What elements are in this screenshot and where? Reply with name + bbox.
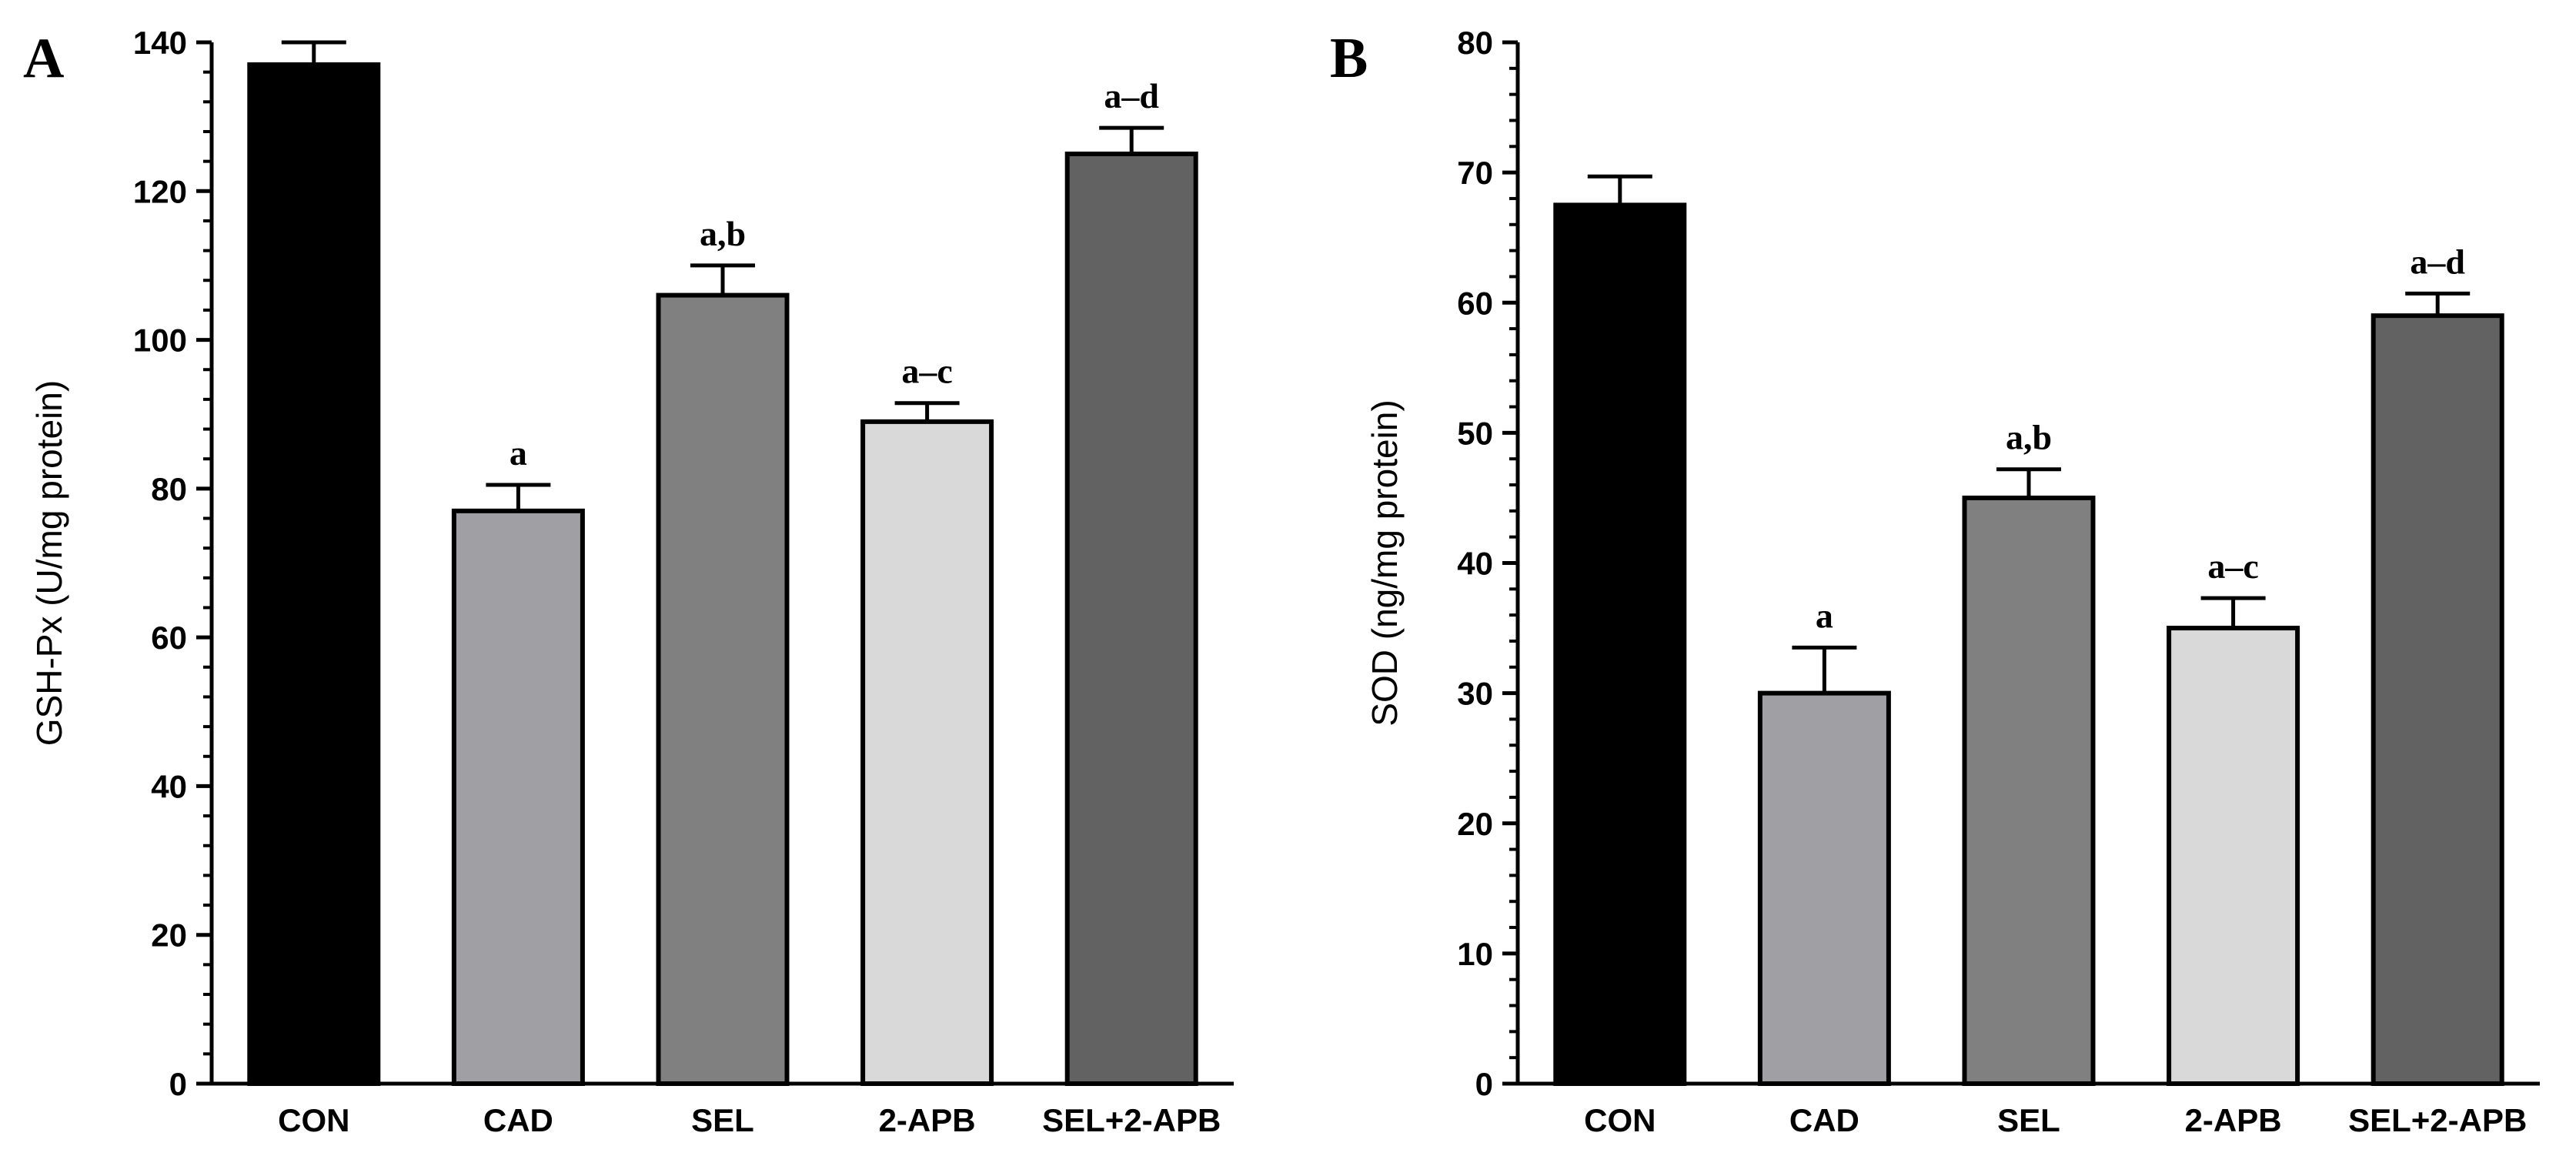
bar-sel xyxy=(656,292,790,1087)
bar-2-apb xyxy=(2167,626,2300,1086)
panel-letter: B xyxy=(1330,27,1368,90)
x-category-label: CON xyxy=(278,1102,349,1138)
bar-con xyxy=(1553,202,1687,1086)
bar-sel-2-apb xyxy=(2371,313,2504,1087)
x-category-label: CON xyxy=(1584,1102,1656,1138)
bar-con xyxy=(247,62,381,1087)
x-category-label: SEL+2-APB xyxy=(1042,1102,1221,1138)
bar-2-apb xyxy=(860,419,994,1086)
y-tick-label: 60 xyxy=(1457,285,1493,321)
x-category-label: 2-APB xyxy=(2185,1102,2282,1138)
y-tick-label: 100 xyxy=(133,322,187,359)
y-tick-label: 80 xyxy=(1457,25,1493,61)
y-tick-label: 10 xyxy=(1457,936,1493,972)
y-tick-label: 70 xyxy=(1457,155,1493,191)
x-category-label: SEL xyxy=(691,1102,754,1138)
significance-label: a–d xyxy=(2410,242,2465,281)
significance-label: a–d xyxy=(1104,76,1159,115)
significance-label: a–c xyxy=(901,352,952,391)
bar-sel-2-apb xyxy=(1064,151,1198,1087)
y-tick-label: 50 xyxy=(1457,415,1493,451)
y-tick-label: 40 xyxy=(151,768,187,804)
bar-sel xyxy=(1962,495,2096,1086)
x-category-label: SEL xyxy=(1997,1102,2060,1138)
x-category-label: 2-APB xyxy=(879,1102,976,1138)
y-tick-label: 140 xyxy=(133,25,187,61)
y-tick-label: 40 xyxy=(1457,546,1493,582)
y-tick-label: 0 xyxy=(1475,1066,1493,1102)
y-tick-label: 0 xyxy=(169,1066,187,1102)
x-category-label: CAD xyxy=(1789,1102,1859,1138)
y-tick-label: 30 xyxy=(1457,676,1493,712)
panel-b-chart: B SOD (ng/mg protein) 0 10 20 30 40 50 60 70 80 CON… xyxy=(1330,25,2540,1138)
x-category-label: CAD xyxy=(483,1102,553,1138)
bar-cad xyxy=(1757,690,1891,1086)
y-tick-label: 60 xyxy=(151,620,187,656)
significance-label: a,b xyxy=(2006,418,2052,457)
significance-label: a xyxy=(1816,596,1833,635)
y-axis-title: SOD (ng/mg protein) xyxy=(1365,399,1405,726)
y-tick-label: 20 xyxy=(151,917,187,954)
x-category-label: SEL+2-APB xyxy=(2348,1102,2527,1138)
panel-letter: A xyxy=(23,27,64,90)
significance-label: a–c xyxy=(2207,546,2258,586)
y-tick-label: 20 xyxy=(1457,806,1493,842)
y-tick-label: 120 xyxy=(133,173,187,209)
significance-label: a,b xyxy=(700,214,746,253)
bar-cad xyxy=(451,508,585,1086)
y-tick-label: 80 xyxy=(151,471,187,507)
y-axis-title: GSH-Px (U/mg protein) xyxy=(29,380,69,746)
panel-a-chart: A GSH-Px (U/mg protein) 0 20 40 60 80 100 120 140… xyxy=(23,25,1234,1138)
significance-label: a xyxy=(510,433,527,473)
